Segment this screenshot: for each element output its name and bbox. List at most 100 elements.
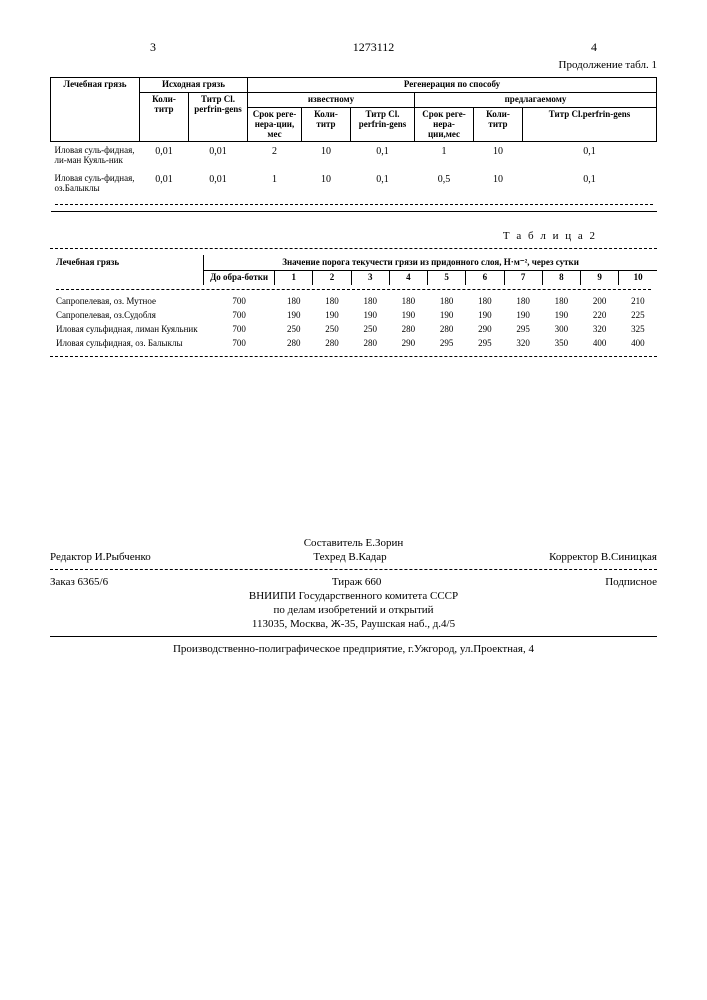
compiler: Составитель Е.Зорин (50, 537, 657, 549)
cell: 280 (275, 336, 313, 350)
cell: 180 (466, 294, 504, 308)
page-num-left: 3 (150, 40, 156, 55)
t2-col: 8 (542, 271, 580, 285)
cell: 280 (428, 322, 466, 336)
t1-h-titr2: Титр Cl. perfrin-gens (351, 107, 415, 142)
t2-h-main: Лечебная грязь (50, 255, 204, 285)
addr: 113035, Москва, Ж-35, Раушская наб., д.4… (50, 618, 657, 630)
table-continuation: Продолжение табл. 1 (50, 59, 657, 71)
t2-col: 10 (619, 271, 657, 285)
row-name: Сапропелевая, оз. Мутное (50, 294, 204, 308)
podpis: Подписное (605, 576, 657, 588)
cell: 280 (351, 336, 389, 350)
row-name: Иловая сульфидная, лиман Куяльник (50, 322, 204, 336)
cell: 700 (204, 308, 275, 322)
t2-h-span: Значение порога текучести грязи из придо… (204, 255, 657, 271)
row-name: Иловая суль-фидная, оз.Балыклы (51, 170, 140, 198)
cell: 190 (428, 308, 466, 322)
cell: 180 (351, 294, 389, 308)
org1: ВНИИПИ Государственного комитета СССР (50, 590, 657, 602)
cell: 10 (474, 170, 523, 198)
patent-number: 1273112 (353, 40, 395, 55)
t2-col: 5 (428, 271, 466, 285)
cell: 295 (428, 336, 466, 350)
t2-col: 6 (466, 271, 504, 285)
cell: 320 (580, 322, 618, 336)
cell: 700 (204, 336, 275, 350)
cell: 0,1 (351, 142, 415, 170)
cell: 0,01 (189, 142, 248, 170)
cell: 190 (389, 308, 427, 322)
cell: 700 (204, 322, 275, 336)
cell: 190 (351, 308, 389, 322)
cell: 320 (504, 336, 542, 350)
cell: 250 (275, 322, 313, 336)
t2-col: 3 (351, 271, 389, 285)
cell: 190 (466, 308, 504, 322)
divider (50, 248, 657, 249)
corrector: Корректор В.Синицкая (549, 551, 657, 563)
cell: 225 (619, 308, 657, 322)
cell: 325 (619, 322, 657, 336)
t1-h-koli3: Коли-титр (474, 107, 523, 142)
cell: 295 (504, 322, 542, 336)
cell: 0,1 (523, 170, 657, 198)
printer: Производственно-полиграфическое предприя… (50, 643, 657, 655)
table-row: Иловая суль-фидная, ли-ман Куяль-ник0,01… (51, 142, 657, 170)
cell: 1 (248, 170, 302, 198)
t1-h-srok-p: Срок реге-нера-ции,мес (415, 107, 474, 142)
t1-h-initial: Исходная грязь (140, 78, 248, 93)
cell: 10 (302, 170, 351, 198)
footer: Составитель Е.Зорин Редактор И.Рыбченко … (50, 537, 657, 655)
t1-h-regen: Регенерация по способу (248, 78, 657, 93)
cell: 400 (580, 336, 618, 350)
t2-col: 7 (504, 271, 542, 285)
techred: Техред В.Кадар (313, 551, 386, 563)
cell: 180 (504, 294, 542, 308)
cell: 0,01 (189, 170, 248, 198)
table-row: Иловая суль-фидная, оз.Балыклы0,010,0111… (51, 170, 657, 198)
t1-h-proposed: предлагаемому (415, 92, 657, 107)
cell: 280 (313, 336, 351, 350)
t1-h-known: известному (248, 92, 415, 107)
cell: 0,1 (351, 170, 415, 198)
cell: 0,1 (523, 142, 657, 170)
cell: 700 (204, 294, 275, 308)
cell: 0,01 (140, 170, 189, 198)
page-num-right: 4 (591, 40, 597, 55)
cell: 300 (542, 322, 580, 336)
t1-h-titr3: Титр Cl.perfrin-gens (523, 107, 657, 142)
t1-h-koli1: Коли-титр (140, 92, 189, 142)
cell: 250 (313, 322, 351, 336)
row-name: Сапропелевая, оз.Судобля (50, 308, 204, 322)
tirazh: Тираж 660 (332, 576, 382, 588)
t2-col: 1 (275, 271, 313, 285)
table-row: Сапропелевая, оз.Судобля7001901901901901… (50, 308, 657, 322)
row-name: Иловая суль-фидная, ли-ман Куяль-ник (51, 142, 140, 170)
table-row: Иловая сульфидная, лиман Куяльник7002502… (50, 322, 657, 336)
row-name: Иловая сульфидная, оз. Балыклы (50, 336, 204, 350)
cell: 200 (580, 294, 618, 308)
cell: 180 (275, 294, 313, 308)
cell: 180 (542, 294, 580, 308)
t2-col: 9 (580, 271, 618, 285)
cell: 250 (351, 322, 389, 336)
table-2-title: Т а б л и ц а 2 (50, 230, 597, 242)
org2: по делам изобретений и открытий (50, 604, 657, 616)
cell: 10 (302, 142, 351, 170)
t1-h-col1: Лечебная грязь (51, 78, 140, 142)
cell: 1 (415, 142, 474, 170)
cell: 2 (248, 142, 302, 170)
cell: 295 (466, 336, 504, 350)
cell: 190 (275, 308, 313, 322)
t1-h-titr1: Титр Cl. perfrin-gens (189, 92, 248, 142)
t1-h-srok-k: Срок реге-нера-ции, мес (248, 107, 302, 142)
cell: 10 (474, 142, 523, 170)
t1-h-koli2: Коли-титр (302, 107, 351, 142)
cell: 180 (313, 294, 351, 308)
page-numbers: 3 1273112 4 (50, 40, 657, 55)
cell: 0,01 (140, 142, 189, 170)
t2-col: 2 (313, 271, 351, 285)
table-row: Сапропелевая, оз. Мутное7001801801801801… (50, 294, 657, 308)
cell: 210 (619, 294, 657, 308)
